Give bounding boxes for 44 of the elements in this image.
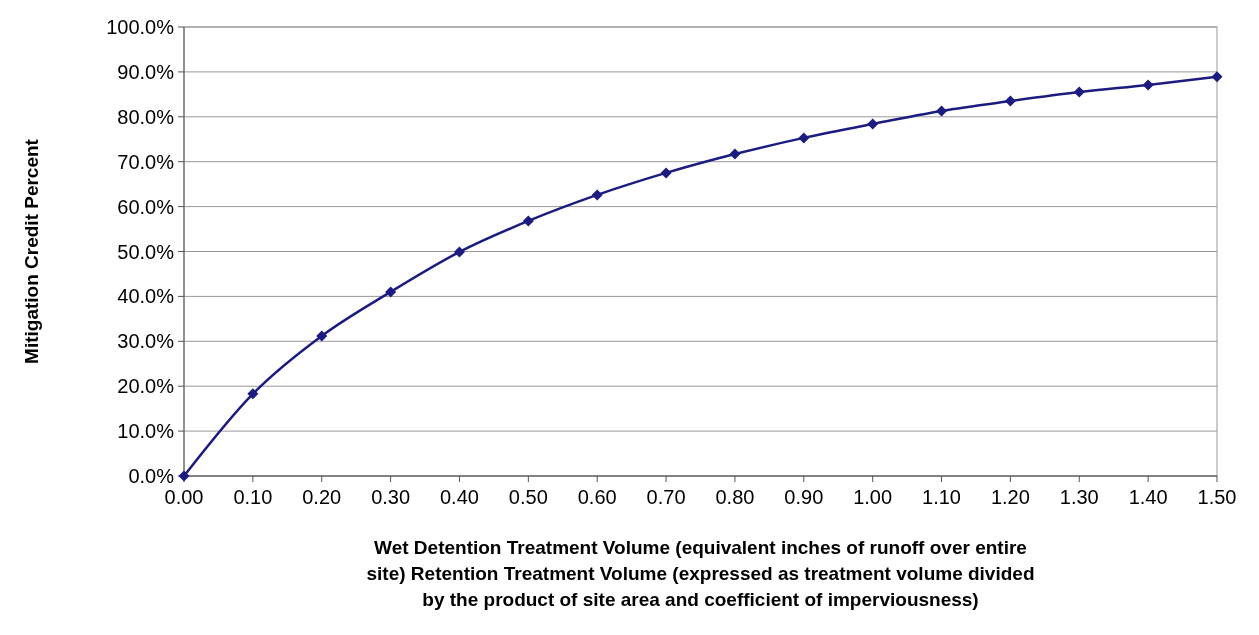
point: [385, 286, 397, 298]
point: [660, 167, 672, 179]
x-tick-label: 0.20: [302, 486, 342, 508]
point: [1073, 86, 1085, 98]
y-tick-label: 40.0%: [117, 285, 175, 308]
x-tick-label: 1.50: [1197, 486, 1237, 508]
y-tick-label: 90.0%: [117, 60, 175, 83]
x-tick-label: 0.40: [440, 486, 479, 508]
x-tick-label: 0.70: [646, 486, 686, 508]
x-tick-label: 0.90: [784, 486, 824, 508]
point: [247, 388, 259, 400]
x-tick-label: 0.80: [715, 486, 755, 508]
y-tick-label: 0.0%: [128, 465, 175, 487]
point: [591, 189, 603, 201]
point: [729, 148, 741, 160]
point: [1142, 79, 1154, 91]
x-tick-label: 0.60: [577, 486, 617, 508]
y-tick-label: 30.0%: [117, 330, 175, 353]
x-tick-label: 1.20: [990, 486, 1030, 508]
point: [453, 246, 465, 258]
point: [1211, 71, 1223, 83]
y-tick-label: 10.0%: [117, 420, 175, 443]
point: [867, 118, 879, 130]
point: [522, 215, 534, 227]
x-tick-label: 0.10: [233, 486, 273, 508]
x-tick-label: 0.00: [164, 486, 204, 508]
x-tick-label: 1.30: [1059, 486, 1099, 508]
y-tick-label: 60.0%: [117, 195, 175, 218]
y-tick-label: 70.0%: [117, 150, 175, 173]
x-tick-label: 1.00: [853, 486, 893, 508]
y-tick-label: 80.0%: [117, 105, 175, 128]
y-tick-label: 50.0%: [117, 240, 175, 263]
y-tick-label: 20.0%: [117, 375, 175, 398]
x-tick-label: 0.30: [371, 486, 411, 508]
x-tick-label: 0.50: [508, 486, 548, 508]
y-axis-title: Mitigation Credit Percent: [21, 138, 42, 364]
x-tick-label: 1.40: [1128, 486, 1168, 508]
point: [1004, 95, 1016, 107]
point: [936, 105, 948, 117]
point: [798, 132, 810, 144]
y-tick-label: 100.0%: [106, 16, 175, 38]
x-axis-title: Wet Detention Treatment Volume (equivalent inches of runoff over entire site) Retention Treatment Volume (expressed as treatment volume divided by the product of site area and coefficient of imperviousness): [366, 537, 1035, 610]
x-tick-label: 1.10: [922, 486, 961, 508]
point: [316, 330, 328, 342]
